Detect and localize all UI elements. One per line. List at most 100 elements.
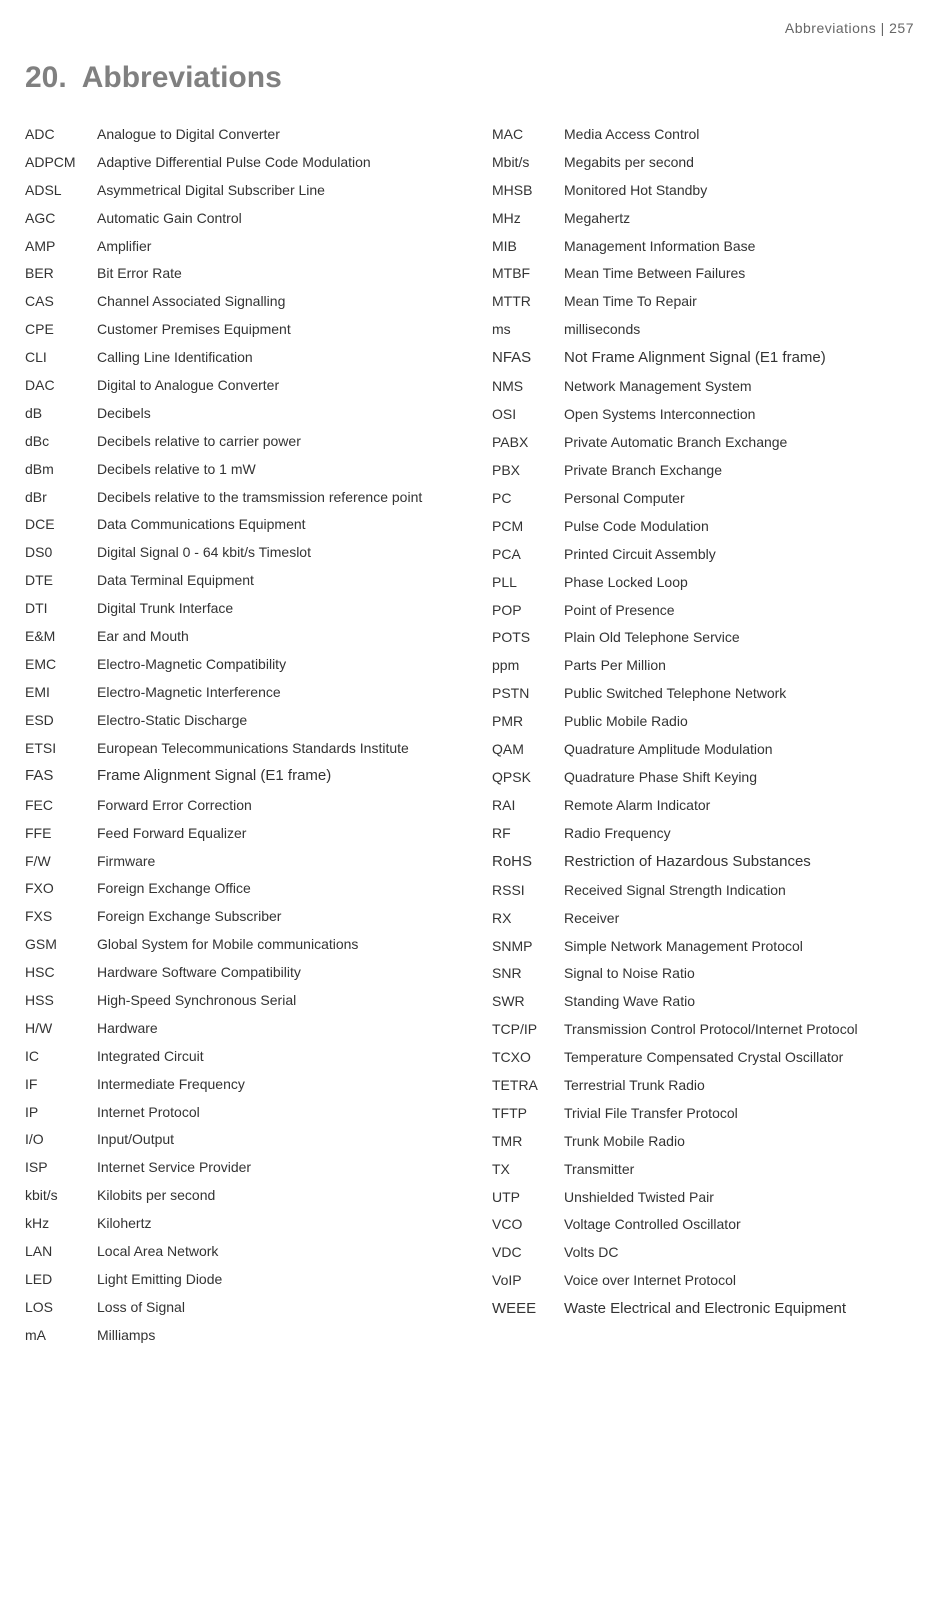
abbreviation-term: TFTP [492, 1104, 564, 1121]
abbreviation-term: dB [25, 404, 97, 421]
abbreviation-term: ADC [25, 125, 97, 142]
abbreviation-definition: Milliamps [97, 1326, 452, 1345]
abbreviation-term: TX [492, 1160, 564, 1177]
abbreviation-entry: I/OInput/Output [25, 1130, 452, 1149]
abbreviation-definition: Voice over Internet Protocol [564, 1271, 919, 1290]
abbreviation-entry: MACMedia Access Control [492, 125, 919, 144]
abbreviation-definition: Trunk Mobile Radio [564, 1132, 919, 1151]
abbreviation-entry: PCPersonal Computer [492, 489, 919, 508]
abbreviation-entry: NFASNot Frame Alignment Signal (E1 frame… [492, 348, 919, 368]
abbreviation-term: OSI [492, 405, 564, 422]
abbreviation-definition: Network Management System [564, 377, 919, 396]
abbreviation-definition: Megabits per second [564, 153, 919, 172]
abbreviation-definition: Decibels relative to 1 mW [97, 460, 452, 479]
abbreviation-term: IP [25, 1103, 97, 1120]
abbreviation-term: RX [492, 909, 564, 926]
abbreviation-term: FXO [25, 879, 97, 896]
abbreviation-entry: PCMPulse Code Modulation [492, 517, 919, 536]
abbreviation-entry: SNRSignal to Noise Ratio [492, 964, 919, 983]
abbreviation-definition: Intermediate Frequency [97, 1075, 452, 1094]
abbreviation-definition: Light Emitting Diode [97, 1270, 452, 1289]
abbreviation-term: NFAS [492, 348, 564, 366]
abbreviation-entry: CPECustomer Premises Equipment [25, 320, 452, 339]
abbreviation-term: MIB [492, 237, 564, 254]
abbreviation-term: CPE [25, 320, 97, 337]
abbreviation-definition: milliseconds [564, 320, 919, 339]
abbreviation-entry: dBmDecibels relative to 1 mW [25, 460, 452, 479]
abbreviation-entry: BERBit Error Rate [25, 264, 452, 283]
abbreviation-entry: MHSBMonitored Hot Standby [492, 181, 919, 200]
abbreviation-definition: Personal Computer [564, 489, 919, 508]
abbreviation-entry: FXSForeign Exchange Subscriber [25, 907, 452, 926]
abbreviation-definition: Channel Associated Signalling [97, 292, 452, 311]
abbreviation-term: Mbit/s [492, 153, 564, 170]
abbreviation-term: IF [25, 1075, 97, 1092]
abbreviation-definition: Not Frame Alignment Signal (E1 frame) [564, 348, 919, 368]
abbreviation-term: ms [492, 320, 564, 337]
abbreviation-definition: Transmission Control Protocol/Internet P… [564, 1020, 919, 1039]
abbreviation-term: MHz [492, 209, 564, 226]
abbreviation-term: HSC [25, 963, 97, 980]
abbreviation-definition: Loss of Signal [97, 1298, 452, 1317]
abbreviation-entry: PLLPhase Locked Loop [492, 573, 919, 592]
abbreviation-term: AMP [25, 237, 97, 254]
abbreviation-term: FAS [25, 766, 97, 784]
abbreviation-term: ADSL [25, 181, 97, 198]
abbreviation-term: DCE [25, 515, 97, 532]
abbreviation-definition: Automatic Gain Control [97, 209, 452, 228]
abbreviation-definition: Decibels relative to carrier power [97, 432, 452, 451]
abbreviation-entry: MTBFMean Time Between Failures [492, 264, 919, 283]
abbreviation-term: MTTR [492, 292, 564, 309]
abbreviation-term: EMC [25, 655, 97, 672]
abbreviations-columns: ADCAnalogue to Digital ConverterADPCMAda… [25, 125, 919, 1354]
abbreviation-definition: Electro-Magnetic Compatibility [97, 655, 452, 674]
abbreviation-definition: Decibels relative to the tramsmission re… [97, 488, 452, 507]
abbreviation-term: ESD [25, 711, 97, 728]
abbreviation-entry: kHzKilohertz [25, 1214, 452, 1233]
abbreviation-term: PMR [492, 712, 564, 729]
abbreviation-entry: VCOVoltage Controlled Oscillator [492, 1215, 919, 1234]
abbreviation-term: DAC [25, 376, 97, 393]
abbreviation-term: PCM [492, 517, 564, 534]
abbreviation-entry: TXTransmitter [492, 1160, 919, 1179]
abbreviation-term: LOS [25, 1298, 97, 1315]
abbreviation-entry: DACDigital to Analogue Converter [25, 376, 452, 395]
abbreviation-entry: UTPUnshielded Twisted Pair [492, 1188, 919, 1207]
abbreviation-entry: FFEFeed Forward Equalizer [25, 824, 452, 843]
abbreviation-entry: F/WFirmware [25, 852, 452, 871]
abbreviation-term: PC [492, 489, 564, 506]
abbreviation-definition: Firmware [97, 852, 452, 871]
abbreviation-entry: FECForward Error Correction [25, 796, 452, 815]
abbreviation-definition: Standing Wave Ratio [564, 992, 919, 1011]
abbreviation-entry: DTEData Terminal Equipment [25, 571, 452, 590]
abbreviation-entry: AMPAmplifier [25, 237, 452, 256]
abbreviation-entry: GSMGlobal System for Mobile communicatio… [25, 935, 452, 954]
abbreviation-definition: Kilobits per second [97, 1186, 452, 1205]
abbreviation-entry: MIBManagement Information Base [492, 237, 919, 256]
abbreviation-term: DS0 [25, 543, 97, 560]
abbreviation-term: kbit/s [25, 1186, 97, 1203]
abbreviation-definition: Private Automatic Branch Exchange [564, 433, 919, 452]
abbreviation-term: PSTN [492, 684, 564, 701]
abbreviation-entry: dBrDecibels relative to the tramsmission… [25, 488, 452, 507]
abbreviation-term: FFE [25, 824, 97, 841]
abbreviation-term: VDC [492, 1243, 564, 1260]
abbreviation-definition: Digital Trunk Interface [97, 599, 452, 618]
abbreviation-term: PABX [492, 433, 564, 450]
abbreviation-term: SNMP [492, 937, 564, 954]
abbreviation-entry: ESDElectro-Static Discharge [25, 711, 452, 730]
abbreviation-term: FEC [25, 796, 97, 813]
abbreviation-term: FXS [25, 907, 97, 924]
abbreviation-definition: Received Signal Strength Indication [564, 881, 919, 900]
abbreviation-definition: Digital Signal 0 - 64 kbit/s Timeslot [97, 543, 452, 562]
abbreviation-term: POP [492, 601, 564, 618]
abbreviation-entry: PCAPrinted Circuit Assembly [492, 545, 919, 564]
abbreviation-definition: Asymmetrical Digital Subscriber Line [97, 181, 452, 200]
abbreviation-term: GSM [25, 935, 97, 952]
abbreviation-entry: PMRPublic Mobile Radio [492, 712, 919, 731]
abbreviation-definition: Megahertz [564, 209, 919, 228]
abbreviation-term: F/W [25, 852, 97, 869]
abbreviation-definition: Input/Output [97, 1130, 452, 1149]
abbreviation-entry: TMRTrunk Mobile Radio [492, 1132, 919, 1151]
abbreviation-term: kHz [25, 1214, 97, 1231]
